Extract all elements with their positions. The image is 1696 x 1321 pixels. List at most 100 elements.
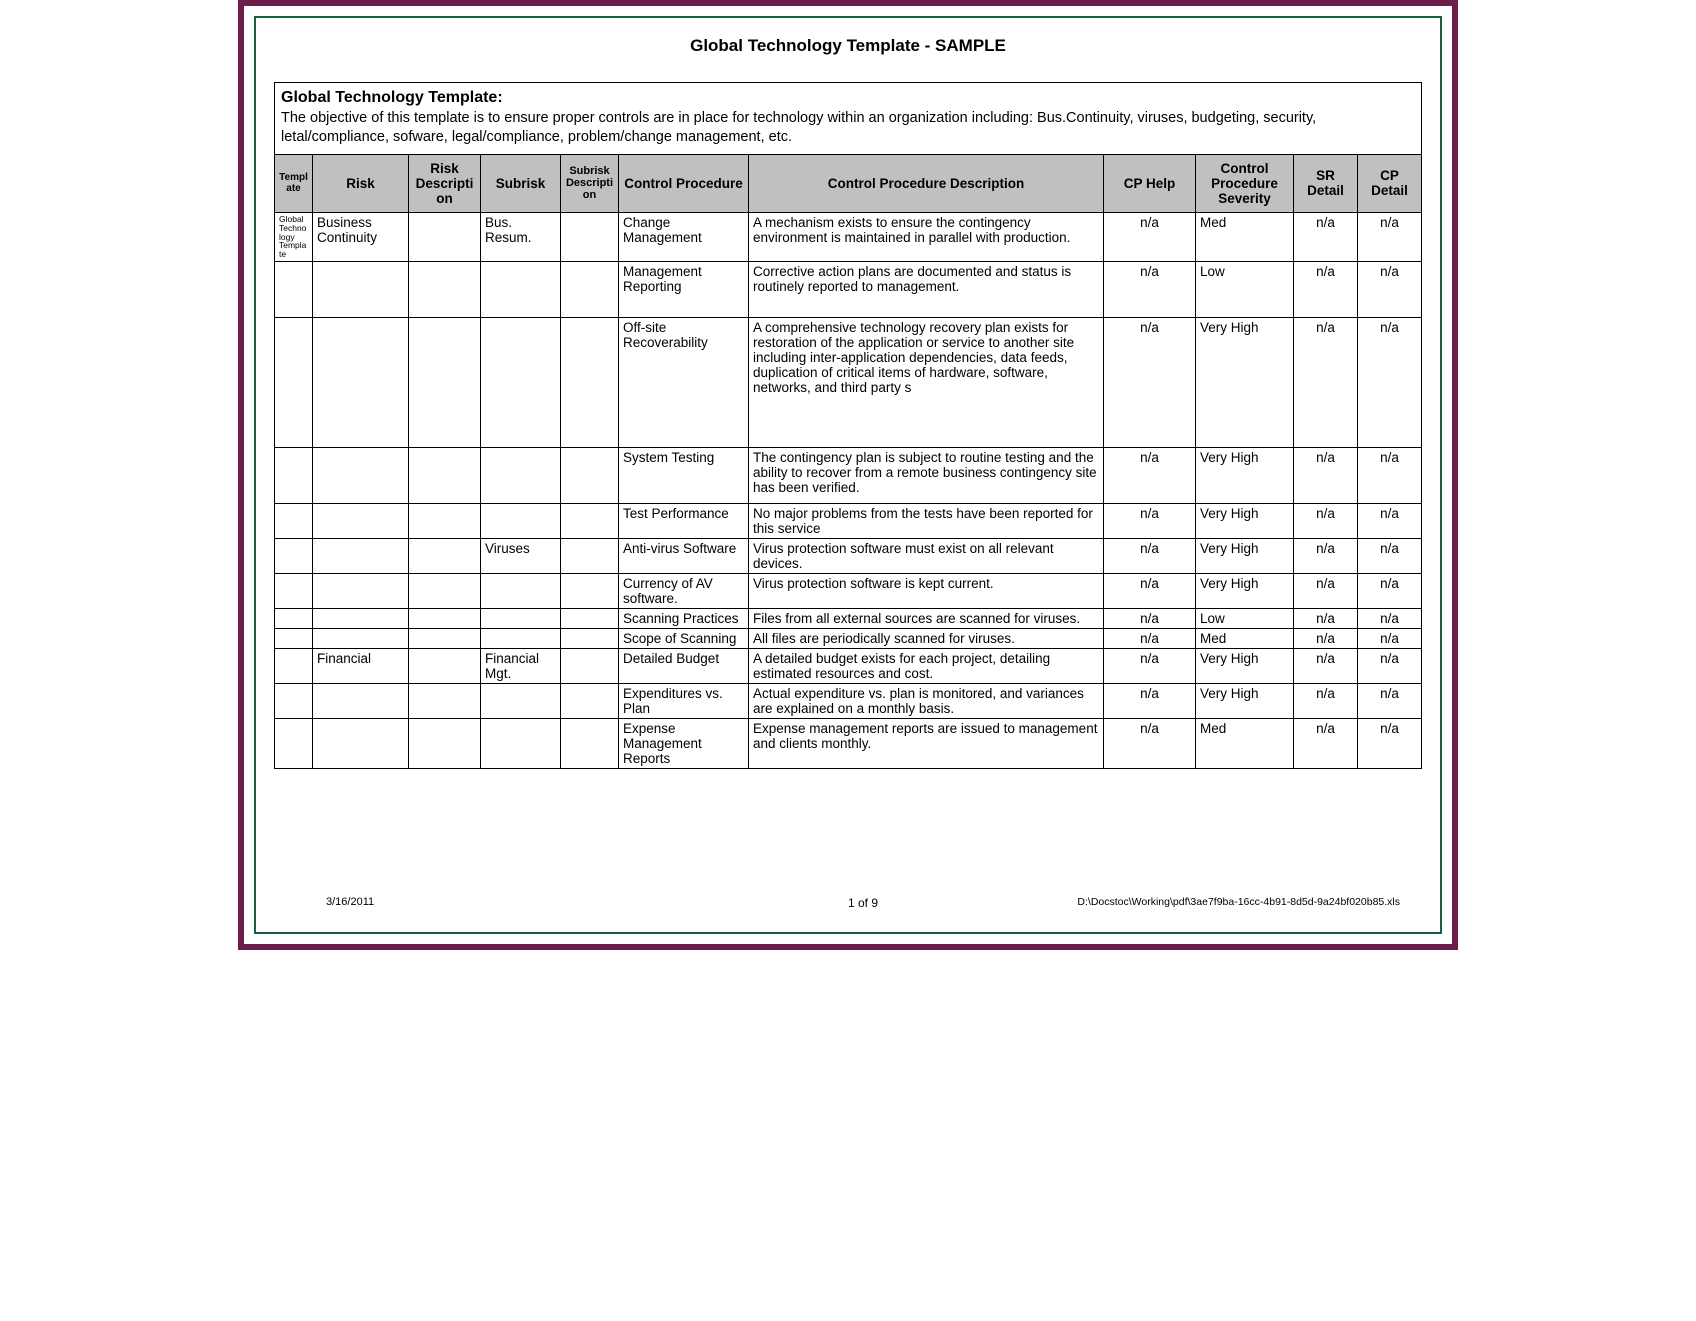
- cell-cpdesc: No major problems from the tests have be…: [749, 504, 1104, 539]
- cell-cphelp: n/a: [1104, 262, 1196, 318]
- cell-cp: n/a: [1358, 504, 1422, 539]
- cell-cphelp: n/a: [1104, 539, 1196, 574]
- cell-risk: [313, 262, 409, 318]
- cell-sr: n/a: [1294, 504, 1358, 539]
- cell-cproc: Management Reporting: [619, 262, 749, 318]
- cell-risk: [313, 719, 409, 769]
- cell-subdesc: [561, 574, 619, 609]
- cell-cp: n/a: [1358, 212, 1422, 262]
- cell-subrisk: Bus. Resum.: [481, 212, 561, 262]
- cell-template: [275, 262, 313, 318]
- th-subdesc: Subrisk Description: [561, 154, 619, 212]
- cell-template: [275, 649, 313, 684]
- cell-subrisk: [481, 262, 561, 318]
- cell-sr: n/a: [1294, 609, 1358, 629]
- footer: 3/16/2011 1 of 9 D:\Docstoc\Working\pdf\…: [326, 896, 1400, 908]
- cell-risk: Financial: [313, 649, 409, 684]
- cell-template: [275, 609, 313, 629]
- cell-subdesc: [561, 609, 619, 629]
- cell-riskdesc: [409, 684, 481, 719]
- cell-cps: Very High: [1196, 504, 1294, 539]
- cell-cphelp: n/a: [1104, 649, 1196, 684]
- table-header-row: Template Risk Risk Description Subrisk S…: [275, 154, 1422, 212]
- cell-sr: n/a: [1294, 318, 1358, 448]
- cell-cps: Very High: [1196, 539, 1294, 574]
- cell-template: [275, 539, 313, 574]
- cell-template: [275, 318, 313, 448]
- cell-cproc: System Testing: [619, 448, 749, 504]
- cell-cps: Med: [1196, 212, 1294, 262]
- cell-cp: n/a: [1358, 448, 1422, 504]
- cell-cps: Med: [1196, 719, 1294, 769]
- cell-riskdesc: [409, 609, 481, 629]
- intro-box: Global Technology Template: The objectiv…: [274, 82, 1422, 154]
- cell-cproc: Test Performance: [619, 504, 749, 539]
- cell-cpdesc: A comprehensive technology recovery plan…: [749, 318, 1104, 448]
- cell-riskdesc: [409, 212, 481, 262]
- th-cphelp: CP Help: [1104, 154, 1196, 212]
- th-risk: Risk: [313, 154, 409, 212]
- cell-cphelp: n/a: [1104, 684, 1196, 719]
- cell-cps: Very High: [1196, 649, 1294, 684]
- th-cp: CP Detail: [1358, 154, 1422, 212]
- table-row: Currency of AV software.Virus protection…: [275, 574, 1422, 609]
- cell-subdesc: [561, 629, 619, 649]
- cell-cproc: Expenditures vs. Plan: [619, 684, 749, 719]
- cell-sr: n/a: [1294, 262, 1358, 318]
- outer-frame: Global Technology Template - SAMPLE Glob…: [238, 0, 1458, 950]
- cell-cphelp: n/a: [1104, 318, 1196, 448]
- th-cps: Control Procedure Severity: [1196, 154, 1294, 212]
- cell-subrisk: [481, 504, 561, 539]
- cell-template: [275, 504, 313, 539]
- cell-cps: Med: [1196, 629, 1294, 649]
- cell-cproc: Change Management: [619, 212, 749, 262]
- cell-cp: n/a: [1358, 609, 1422, 629]
- cell-cproc: Expense Management Reports: [619, 719, 749, 769]
- cell-template: [275, 719, 313, 769]
- cell-sr: n/a: [1294, 574, 1358, 609]
- main-table: Template Risk Risk Description Subrisk S…: [274, 154, 1422, 770]
- cell-cproc: Detailed Budget: [619, 649, 749, 684]
- cell-risk: [313, 448, 409, 504]
- table-row: FinancialFinancial Mgt.Detailed BudgetA …: [275, 649, 1422, 684]
- table-row: Global Technology TemplateBusiness Conti…: [275, 212, 1422, 262]
- cell-cp: n/a: [1358, 629, 1422, 649]
- cell-riskdesc: [409, 262, 481, 318]
- cell-cps: Low: [1196, 609, 1294, 629]
- page-title: Global Technology Template - SAMPLE: [274, 36, 1422, 56]
- cell-riskdesc: [409, 318, 481, 448]
- cell-cp: n/a: [1358, 318, 1422, 448]
- cell-subrisk: [481, 629, 561, 649]
- cell-subdesc: [561, 684, 619, 719]
- cell-template: [275, 684, 313, 719]
- cell-cp: n/a: [1358, 649, 1422, 684]
- footer-page: 1 of 9: [326, 896, 1400, 910]
- cell-subrisk: Viruses: [481, 539, 561, 574]
- cell-subrisk: [481, 609, 561, 629]
- cell-risk: [313, 684, 409, 719]
- cell-cpdesc: Virus protection software must exist on …: [749, 539, 1104, 574]
- cell-subrisk: [481, 719, 561, 769]
- cell-cpdesc: A detailed budget exists for each projec…: [749, 649, 1104, 684]
- cell-cpdesc: Expense management reports are issued to…: [749, 719, 1104, 769]
- cell-sr: n/a: [1294, 719, 1358, 769]
- cell-cpdesc: The contingency plan is subject to routi…: [749, 448, 1104, 504]
- table-row: Expense Management ReportsExpense manage…: [275, 719, 1422, 769]
- cell-sr: n/a: [1294, 212, 1358, 262]
- table-row: Expenditures vs. PlanActual expenditure …: [275, 684, 1422, 719]
- cell-cp: n/a: [1358, 684, 1422, 719]
- cell-cproc: Scanning Practices: [619, 609, 749, 629]
- th-subrisk: Subrisk: [481, 154, 561, 212]
- th-cproc: Control Procedure: [619, 154, 749, 212]
- cell-cp: n/a: [1358, 574, 1422, 609]
- cell-risk: [313, 318, 409, 448]
- cell-cpdesc: Files from all external sources are scan…: [749, 609, 1104, 629]
- cell-cpdesc: Actual expenditure vs. plan is monitored…: [749, 684, 1104, 719]
- cell-cphelp: n/a: [1104, 212, 1196, 262]
- cell-cphelp: n/a: [1104, 574, 1196, 609]
- cell-subrisk: [481, 574, 561, 609]
- cell-cps: Very High: [1196, 448, 1294, 504]
- table-row: Scope of ScanningAll files are periodica…: [275, 629, 1422, 649]
- table-row: Test PerformanceNo major problems from t…: [275, 504, 1422, 539]
- table-row: VirusesAnti-virus SoftwareVirus protecti…: [275, 539, 1422, 574]
